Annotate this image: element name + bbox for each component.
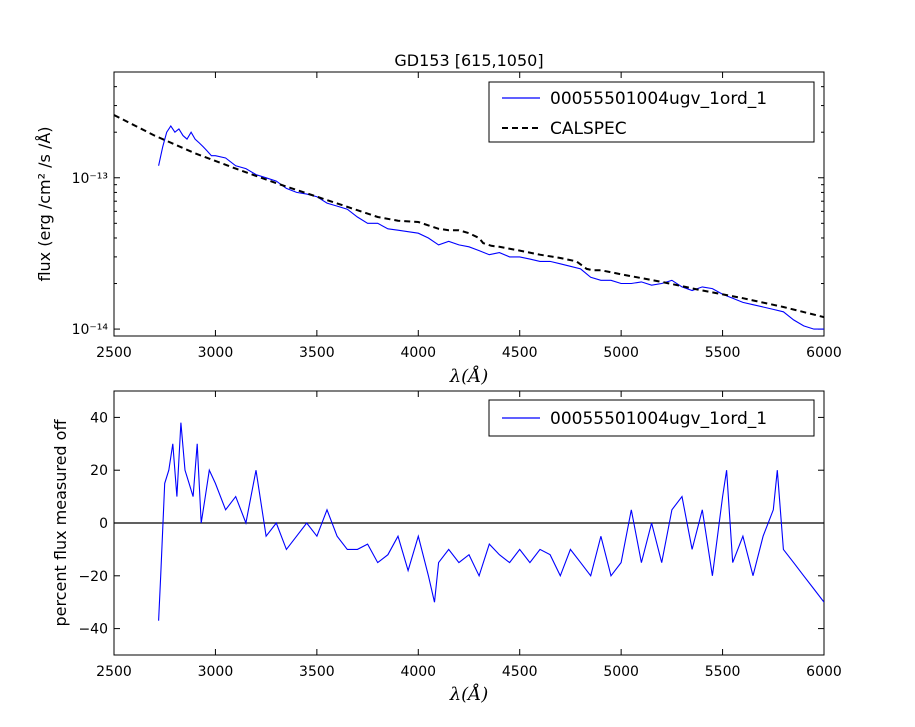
x-tick-label: 3500 — [299, 345, 335, 361]
bottom-x-axis-label: λ(Å) — [449, 683, 488, 705]
series-line-measured — [158, 125, 824, 330]
top-flux-panel: 2500 3000 3500 4000 4500 5000 5500 6000 10⁻¹⁴ 10⁻… — [35, 51, 842, 387]
x-tick-label: 2500 — [96, 345, 132, 361]
top-chart-title: GD153 [615,1050] — [394, 51, 543, 70]
x-tick-label: 6000 — [806, 664, 842, 680]
x-tick-label: 3500 — [299, 664, 335, 680]
top-series-group — [114, 114, 824, 330]
x-tick-label: 4500 — [502, 345, 538, 361]
bottom-legend: 00055501004ugv_1ord_1 — [488, 399, 815, 437]
x-tick-label: 4000 — [400, 664, 436, 680]
x-tick-label: 3000 — [198, 345, 234, 361]
bottom-series-group — [114, 422, 824, 621]
x-tick-label: 5500 — [705, 345, 741, 361]
series-line-calspec — [114, 114, 824, 319]
x-tick-label: 5000 — [603, 345, 639, 361]
top-legend: 00055501004ugv_1ord_1 CALSPEC — [488, 81, 815, 143]
bottom-y-axis-label: percent flux measured off — [51, 419, 70, 627]
y-tick-label: 0 — [99, 516, 108, 532]
bottom-legend-label-measured: 00055501004ugv_1ord_1 — [550, 409, 767, 429]
bottom-axis-ticks: 2500 3000 3500 4000 4500 5000 5500 6000 −40 −20 0 2… — [78, 391, 842, 680]
x-tick-label: 5000 — [603, 664, 639, 680]
y-tick-label: 20 — [90, 463, 108, 479]
top-axis-ticks: 2500 3000 3500 4000 4500 5000 5500 6000 10⁻¹⁴ 10⁻… — [72, 72, 842, 361]
y-tick-label: 10⁻¹⁴ — [72, 322, 109, 338]
bottom-legend-box — [488, 399, 815, 437]
series-line-measured — [158, 422, 824, 621]
x-tick-label: 2500 — [96, 664, 132, 680]
y-tick-label: −40 — [78, 622, 108, 638]
top-x-axis-label: λ(Å) — [449, 365, 488, 387]
x-tick-label: 5500 — [705, 664, 741, 680]
x-tick-label: 6000 — [806, 345, 842, 361]
top-y-axis-label: flux (erg /cm² /s /Å) — [35, 126, 54, 281]
x-tick-label: 3000 — [198, 664, 234, 680]
y-tick-label: −20 — [78, 569, 108, 585]
y-tick-label: 40 — [90, 410, 108, 426]
y-tick-label: 10⁻¹³ — [72, 171, 108, 187]
x-tick-label: 4500 — [502, 664, 538, 680]
bottom-percent-panel: 2500 3000 3500 4000 4500 5000 5500 6000 −40 −20 0 2… — [51, 390, 842, 705]
top-legend-label-calspec: CALSPEC — [550, 119, 627, 139]
top-legend-box — [488, 81, 815, 143]
top-legend-label-measured: 00055501004ugv_1ord_1 — [550, 89, 767, 109]
x-tick-label: 4000 — [400, 345, 436, 361]
